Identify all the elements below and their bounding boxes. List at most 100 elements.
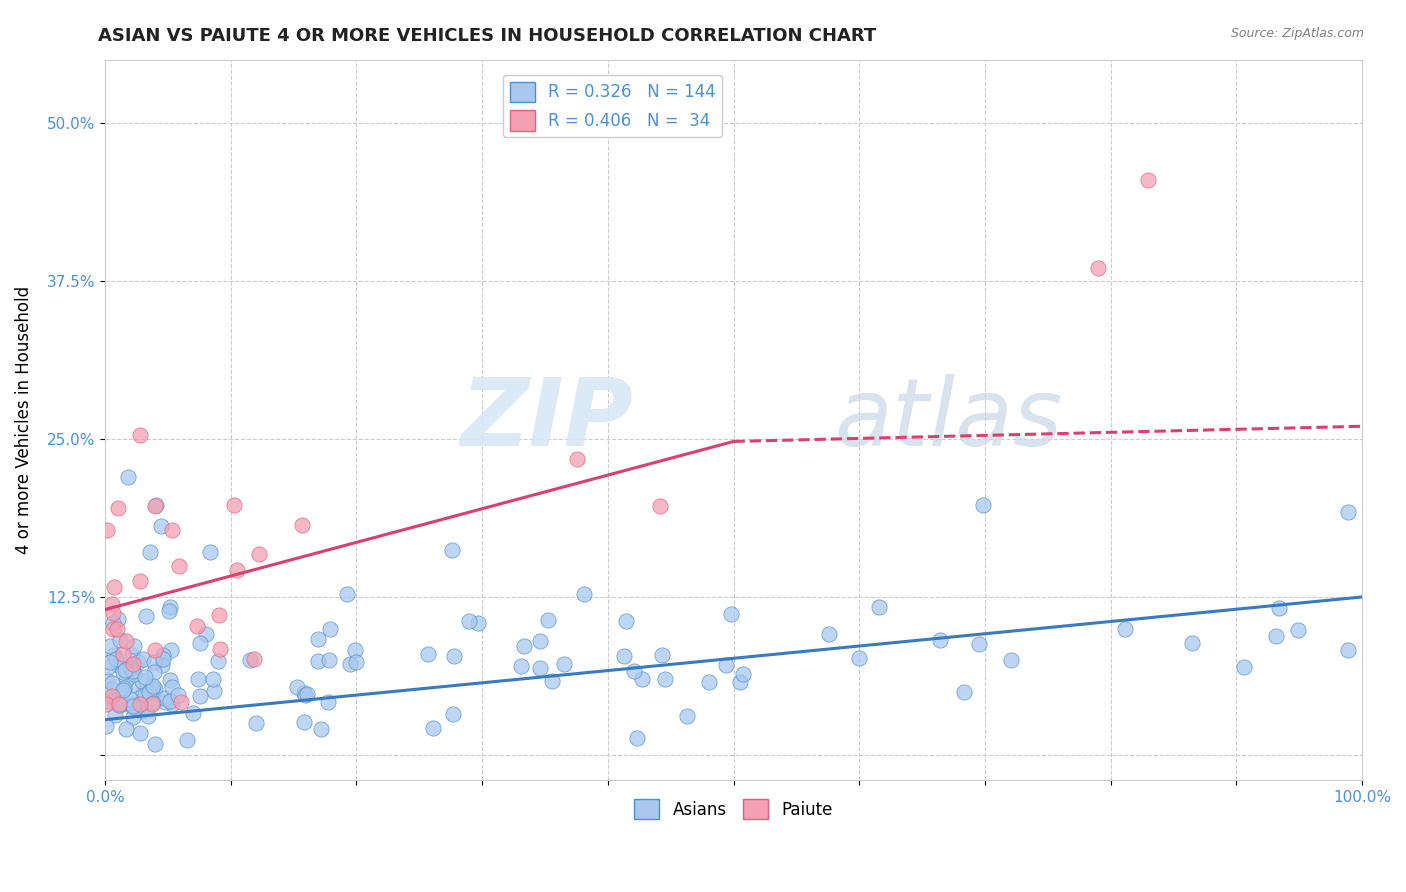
Point: [100, 675, 122, 690]
Point: [318, 653, 340, 667]
Point: [138, 685, 160, 699]
Point: [285, 680, 308, 694]
Point: [107, 612, 129, 626]
Point: [675, 709, 697, 723]
Point: [142, 696, 165, 710]
Point: [614, 614, 637, 628]
Point: [243, 652, 266, 666]
Point: [567, 452, 589, 467]
Point: [195, 627, 218, 641]
Point: [457, 614, 479, 628]
Point: [122, 699, 145, 714]
Point: [96, 698, 118, 712]
Point: [170, 695, 193, 709]
Point: [198, 544, 221, 558]
Point: [292, 686, 315, 700]
Point: [1336, 505, 1358, 519]
Point: [120, 660, 142, 674]
Point: [247, 547, 270, 561]
Point: [1087, 261, 1109, 276]
Point: [107, 698, 129, 712]
Point: [142, 679, 165, 693]
Text: ZIP: ZIP: [460, 374, 633, 466]
Point: [239, 653, 262, 667]
Point: [98, 694, 121, 708]
Point: [115, 722, 138, 736]
Point: [201, 672, 224, 686]
Point: [100, 597, 122, 611]
Point: [96, 718, 118, 732]
Point: [152, 652, 174, 666]
Point: [108, 698, 131, 713]
Point: [416, 648, 439, 662]
Point: [97, 660, 120, 674]
Point: [728, 674, 751, 689]
Point: [122, 697, 145, 711]
Point: [141, 698, 163, 712]
Point: [111, 647, 134, 661]
Point: [509, 658, 531, 673]
Point: [541, 674, 564, 689]
Point: [188, 690, 211, 704]
Point: [104, 693, 127, 707]
Point: [122, 639, 145, 653]
Point: [136, 708, 159, 723]
Point: [104, 652, 127, 666]
Text: atlas: atlas: [834, 375, 1063, 466]
Point: [336, 587, 359, 601]
Point: [96, 673, 118, 688]
Point: [529, 634, 551, 648]
Point: [129, 726, 152, 740]
Point: [135, 609, 157, 624]
Point: [134, 670, 156, 684]
Point: [467, 616, 489, 631]
Point: [105, 622, 128, 636]
Point: [114, 663, 136, 677]
Point: [626, 731, 648, 745]
Point: [103, 616, 125, 631]
Point: [631, 672, 654, 686]
Point: [623, 664, 645, 678]
Point: [202, 684, 225, 698]
Y-axis label: 4 or more Vehicles in Household: 4 or more Vehicles in Household: [15, 286, 32, 554]
Point: [187, 672, 209, 686]
Point: [176, 733, 198, 747]
Point: [143, 737, 166, 751]
Point: [344, 643, 367, 657]
Point: [553, 657, 575, 672]
Point: [122, 657, 145, 671]
Point: [441, 706, 464, 721]
Point: [972, 499, 994, 513]
Point: [316, 695, 339, 709]
Point: [143, 499, 166, 513]
Point: [1000, 653, 1022, 667]
Point: [111, 682, 134, 697]
Point: [716, 657, 738, 672]
Point: [441, 543, 464, 558]
Point: [162, 681, 184, 695]
Point: [115, 634, 138, 648]
Point: [344, 655, 367, 669]
Point: [128, 698, 150, 712]
Point: [149, 519, 172, 533]
Point: [1286, 624, 1309, 638]
Point: [115, 673, 138, 687]
Point: [1233, 660, 1256, 674]
Point: [98, 655, 121, 669]
Point: [733, 667, 755, 681]
Point: [153, 695, 176, 709]
Point: [307, 654, 329, 668]
Point: [107, 501, 129, 516]
Point: [128, 574, 150, 588]
Point: [207, 654, 229, 668]
Point: [339, 657, 361, 672]
Point: [294, 689, 316, 703]
Point: [127, 701, 149, 715]
Point: [529, 661, 551, 675]
Point: [166, 689, 188, 703]
Point: [159, 600, 181, 615]
Point: [121, 648, 143, 663]
Point: [292, 714, 315, 729]
Point: [152, 648, 174, 663]
Point: [107, 657, 129, 672]
